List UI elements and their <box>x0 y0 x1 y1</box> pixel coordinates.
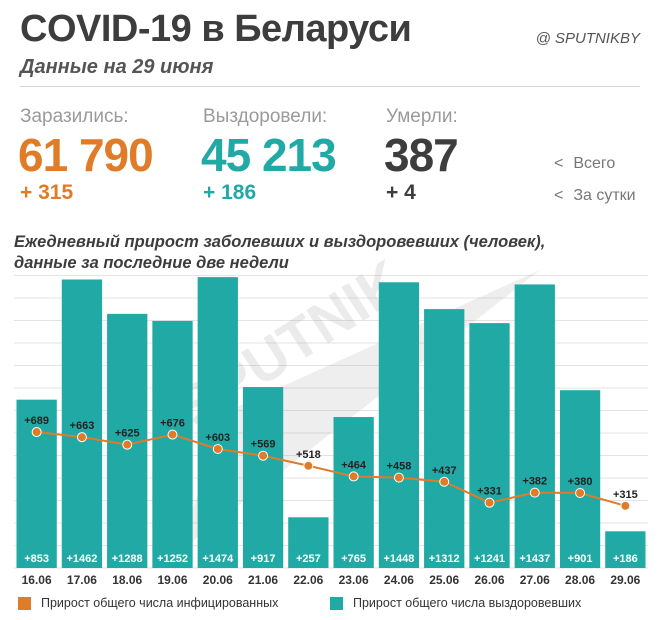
bar-recovered <box>559 390 601 568</box>
x-tick-label: 21.06 <box>248 573 278 587</box>
infected-point <box>575 488 586 499</box>
infected-point <box>393 472 404 483</box>
infected-value-label: +663 <box>70 420 95 432</box>
sputnik-handle: @ SPUTNIKBY <box>535 30 640 47</box>
legend-total-row: < Всего <box>554 155 640 173</box>
bar-recovered <box>514 284 555 568</box>
bar-recovered <box>288 517 329 568</box>
bar-value-label: +901 <box>568 553 593 565</box>
bar-value-label: +1474 <box>202 553 234 565</box>
bar-value-label: +1462 <box>66 553 97 565</box>
recovered-bars: +853 +1462 +1288 +1252 +1474 +917 +257 +765 +144… <box>16 277 646 568</box>
bar-recovered <box>152 320 193 568</box>
infected-value-label: +331 <box>477 486 502 498</box>
died-daily: + 4 <box>386 181 416 204</box>
bar-value-label: +257 <box>296 553 321 565</box>
recovered-daily: + 186 <box>203 181 257 204</box>
infected-point <box>348 471 359 482</box>
header-divider <box>20 86 640 87</box>
infected-total: 61 790 <box>18 129 154 181</box>
bar-recovered <box>242 387 284 568</box>
infected-value-label: +689 <box>24 415 49 427</box>
infected-point <box>303 460 314 471</box>
legend-recovered: Прирост общего числа выздоровевших <box>330 596 581 610</box>
x-axis-ticks: 16.06 17.06 18.06 19.06 20.06 21.06 22.06 23.06… <box>22 573 641 587</box>
legend-infected-swatch <box>18 596 31 610</box>
bar-value-label: +1288 <box>112 553 143 565</box>
legend-recovered-swatch <box>330 596 343 610</box>
page-subtitle: Данные на 29 июня <box>20 56 214 78</box>
infected-label: Заразились: <box>20 106 129 127</box>
infected-value-label: +437 <box>432 465 457 477</box>
infected-value-label: +382 <box>522 476 547 488</box>
bar-value-label: +1312 <box>429 553 460 565</box>
infected-value-label: +569 <box>251 439 276 451</box>
bar-recovered <box>197 277 238 568</box>
infected-line: +689 +663 +625 +676 +603 +569 +518 +464 +458 +437… <box>24 415 638 511</box>
x-tick-label: 23.06 <box>339 573 369 587</box>
recovered-label: Выздоровели: <box>203 106 328 127</box>
infected-value-label: +518 <box>296 449 321 461</box>
bar-recovered <box>424 309 465 568</box>
x-tick-label: 19.06 <box>157 573 187 587</box>
page-title: COVID-19 в Беларуси <box>20 8 412 50</box>
x-tick-label: 16.06 <box>22 573 52 587</box>
infected-point <box>529 487 540 498</box>
infected-point <box>439 476 450 487</box>
infected-point <box>122 439 133 450</box>
x-tick-label: 22.06 <box>293 573 323 587</box>
chevron-left-icon: < <box>554 187 564 204</box>
infected-value-label: +380 <box>568 476 593 488</box>
bar-value-label: +765 <box>341 553 366 565</box>
bar-value-label: +1437 <box>519 553 550 565</box>
recovered-total: 45 213 <box>201 129 337 181</box>
bar-recovered <box>605 531 646 568</box>
bar-recovered <box>469 323 510 568</box>
legend-daily-row: < За сутки <box>554 187 640 205</box>
bar-value-label: +853 <box>24 553 49 565</box>
infected-value-label: +625 <box>115 428 140 440</box>
bar-recovered <box>333 417 374 568</box>
infected-value-label: +603 <box>205 432 230 444</box>
x-tick-label: 26.06 <box>474 573 504 587</box>
bar-value-label: +186 <box>613 553 638 565</box>
x-tick-label: 27.06 <box>520 573 550 587</box>
x-tick-label: 17.06 <box>67 573 97 587</box>
infected-value-label: +458 <box>387 461 412 473</box>
chart-title: Ежедневный прирост заболевших и выздоров… <box>14 233 546 272</box>
infected-point <box>167 429 178 440</box>
infected-point <box>620 500 631 511</box>
legend-daily-label: За сутки <box>573 187 636 204</box>
legend-infected: Прирост общего числа инфицированных <box>18 596 278 610</box>
infected-point <box>484 497 495 508</box>
infected-value-label: +464 <box>341 459 367 471</box>
bar-recovered <box>61 279 103 568</box>
x-tick-label: 18.06 <box>112 573 142 587</box>
bar-value-label: +917 <box>251 553 276 565</box>
x-tick-label: 29.06 <box>610 573 640 587</box>
x-tick-label: 20.06 <box>203 573 233 587</box>
bar-recovered <box>378 282 420 568</box>
infected-value-label: +676 <box>160 418 185 430</box>
legend-total-label: Всего <box>573 155 616 172</box>
bar-value-label: +1241 <box>474 553 505 565</box>
infected-series-line <box>36 431 626 507</box>
x-tick-label: 25.06 <box>429 573 459 587</box>
infected-point <box>76 432 87 443</box>
chevron-left-icon: < <box>554 155 564 172</box>
x-tick-label: 28.06 <box>565 573 595 587</box>
infected-point <box>31 427 42 438</box>
died-total: 387 <box>384 129 459 181</box>
infected-point <box>212 444 223 455</box>
bar-value-label: +1252 <box>157 553 188 565</box>
legend-infected-label: Прирост общего числа инфицированных <box>41 596 279 610</box>
infected-value-label: +315 <box>613 489 638 501</box>
legend-recovered-label: Прирост общего числа выздоровевших <box>353 596 582 610</box>
x-tick-label: 24.06 <box>384 573 414 587</box>
infected-point <box>258 450 269 461</box>
bar-value-label: +1448 <box>383 553 414 565</box>
died-label: Умерли: <box>386 106 458 127</box>
infected-daily: + 315 <box>20 181 74 204</box>
